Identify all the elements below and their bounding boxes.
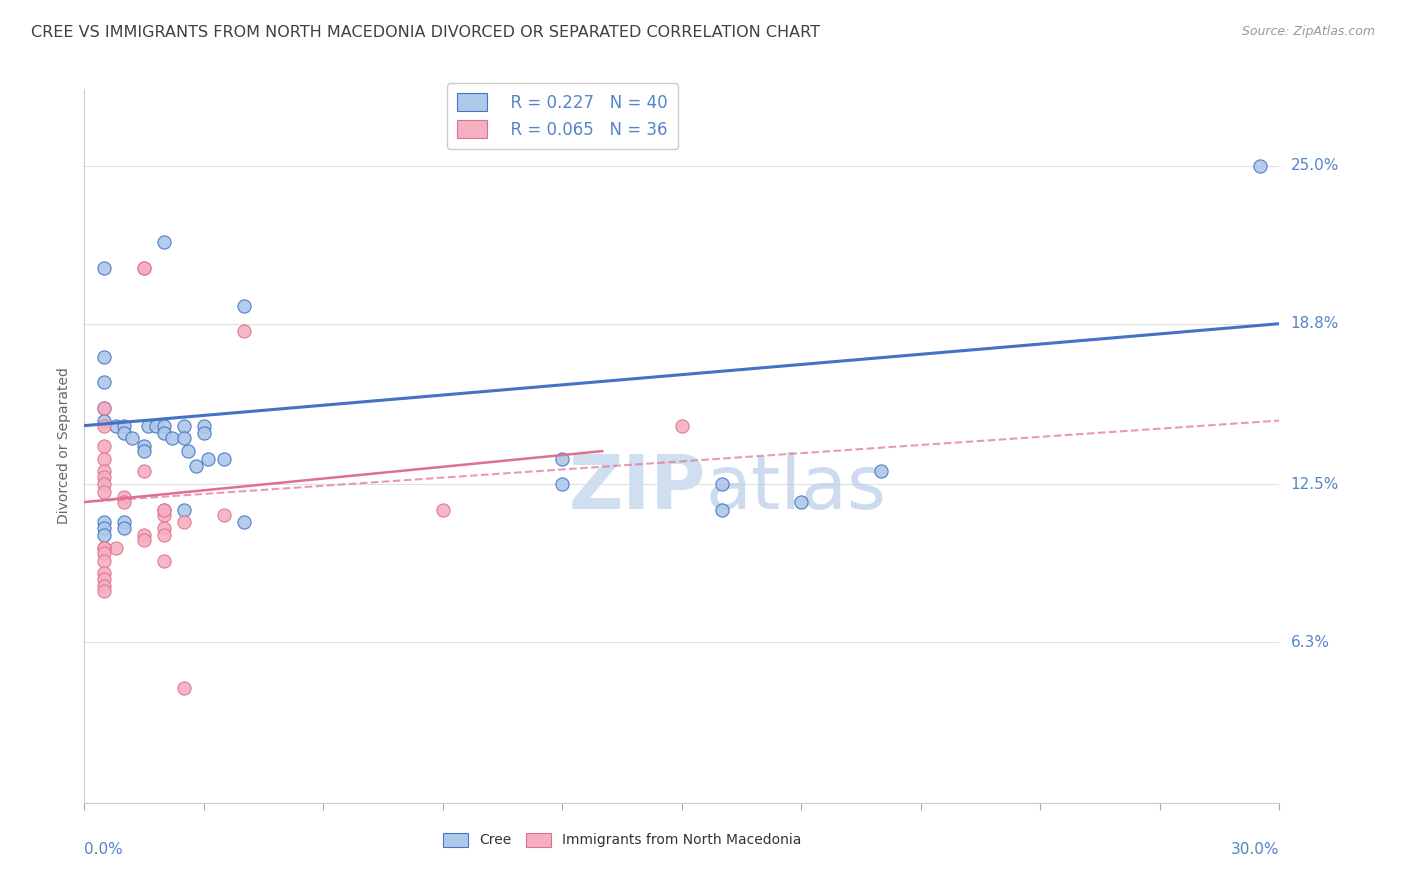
Point	[153, 554, 176, 568]
Point	[132, 533, 156, 548]
Point	[153, 235, 176, 249]
Point	[105, 418, 128, 433]
Point	[93, 260, 115, 275]
Point	[93, 579, 115, 593]
Point	[93, 541, 115, 555]
Point	[112, 520, 135, 534]
Point	[93, 566, 115, 581]
Point	[93, 401, 115, 415]
Point	[93, 401, 115, 415]
Point	[177, 444, 200, 458]
Text: 12.5%: 12.5%	[1291, 476, 1339, 491]
Point	[132, 260, 156, 275]
Point	[710, 502, 733, 516]
Point	[112, 490, 135, 504]
Point	[93, 477, 115, 491]
Text: 0.0%: 0.0%	[84, 842, 124, 856]
Point	[93, 541, 115, 555]
Point	[93, 413, 115, 427]
Point	[93, 465, 115, 479]
Point	[153, 426, 176, 441]
Point	[551, 477, 574, 491]
Point	[551, 451, 574, 466]
Text: 25.0%: 25.0%	[1291, 158, 1339, 173]
Point	[93, 554, 115, 568]
Point	[671, 418, 693, 433]
Point	[93, 451, 115, 466]
Point	[212, 508, 235, 522]
Point	[173, 502, 195, 516]
Text: 18.8%: 18.8%	[1291, 316, 1339, 331]
Point	[105, 541, 128, 555]
Point	[93, 469, 115, 483]
Text: Source: ZipAtlas.com: Source: ZipAtlas.com	[1241, 25, 1375, 38]
Point	[870, 465, 893, 479]
Point	[132, 439, 156, 453]
Point	[193, 426, 215, 441]
Point	[153, 502, 176, 516]
Point	[197, 451, 219, 466]
Point	[121, 431, 143, 445]
Point	[153, 508, 176, 522]
Point	[93, 528, 115, 542]
Point	[173, 431, 195, 445]
Point	[160, 431, 183, 445]
Text: 6.3%: 6.3%	[1291, 635, 1330, 649]
Point	[132, 444, 156, 458]
Y-axis label: Divorced or Separated: Divorced or Separated	[58, 368, 72, 524]
Point	[93, 516, 115, 530]
Text: CREE VS IMMIGRANTS FROM NORTH MACEDONIA DIVORCED OR SEPARATED CORRELATION CHART: CREE VS IMMIGRANTS FROM NORTH MACEDONIA …	[31, 25, 820, 40]
Legend: Cree, Immigrants from North Macedonia: Cree, Immigrants from North Macedonia	[437, 827, 807, 853]
Point	[212, 451, 235, 466]
Text: atlas: atlas	[706, 452, 887, 525]
Point	[132, 465, 156, 479]
Point	[136, 418, 159, 433]
Text: ZIP: ZIP	[568, 452, 706, 525]
Point	[153, 528, 176, 542]
Point	[132, 528, 156, 542]
Point	[93, 572, 115, 586]
Point	[1249, 159, 1271, 173]
Point	[112, 418, 135, 433]
Point	[93, 546, 115, 560]
Point	[184, 459, 207, 474]
Point	[93, 520, 115, 534]
Point	[173, 681, 195, 695]
Point	[145, 418, 167, 433]
Point	[132, 260, 156, 275]
Text: 30.0%: 30.0%	[1232, 842, 1279, 856]
Point	[93, 376, 115, 390]
Point	[93, 350, 115, 364]
Point	[432, 502, 454, 516]
Point	[112, 516, 135, 530]
Point	[93, 484, 115, 499]
Point	[112, 426, 135, 441]
Point	[153, 520, 176, 534]
Point	[232, 324, 254, 338]
Point	[93, 584, 115, 599]
Point	[710, 477, 733, 491]
Point	[232, 516, 254, 530]
Point	[193, 418, 215, 433]
Point	[232, 299, 254, 313]
Point	[93, 439, 115, 453]
Point	[153, 502, 176, 516]
Point	[173, 516, 195, 530]
Point	[93, 418, 115, 433]
Point	[153, 418, 176, 433]
Point	[173, 418, 195, 433]
Point	[790, 495, 813, 509]
Point	[112, 495, 135, 509]
